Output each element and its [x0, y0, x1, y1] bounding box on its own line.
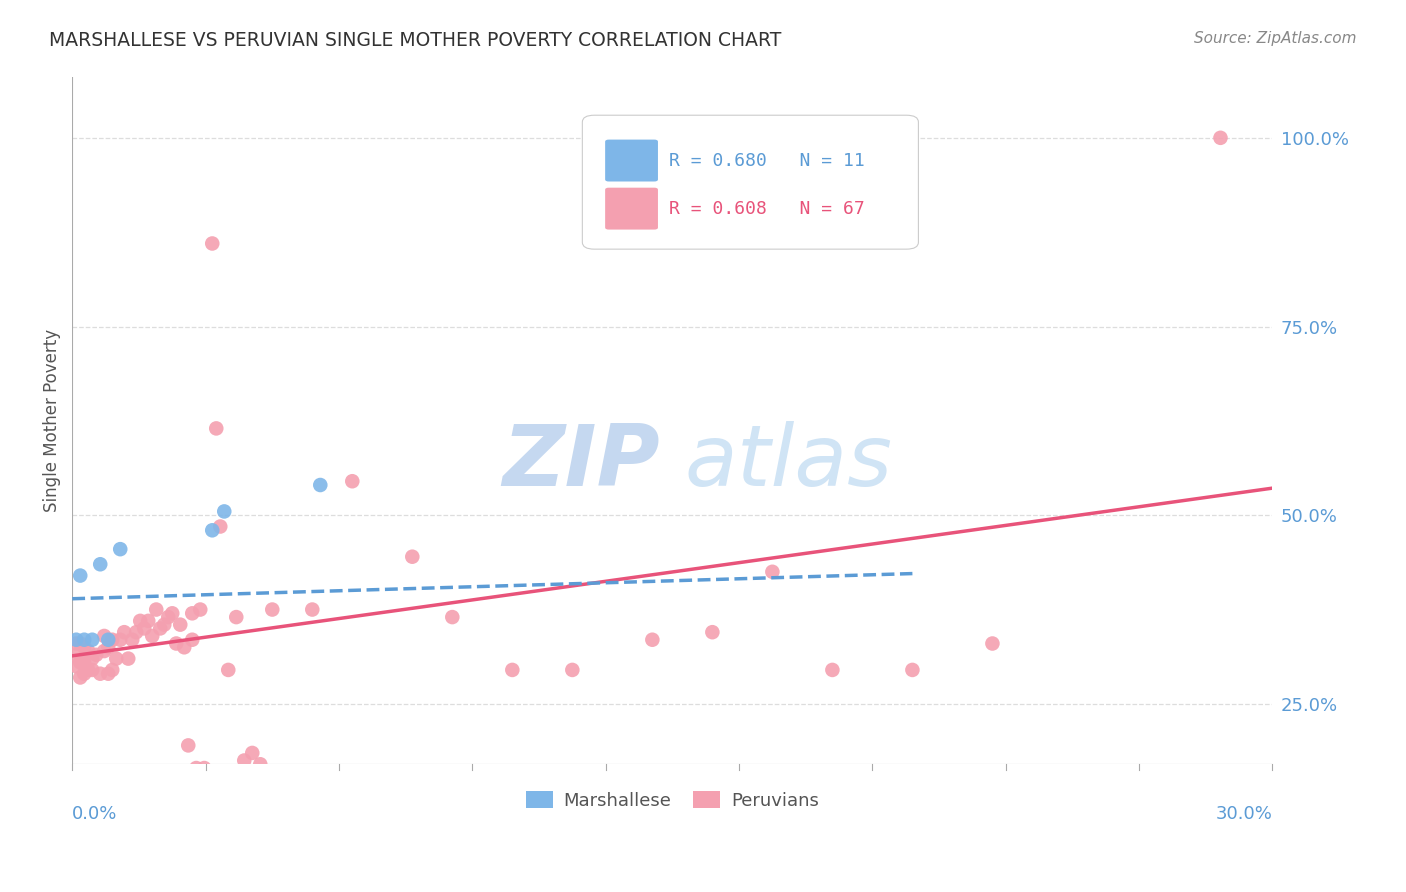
Text: R = 0.680   N = 11: R = 0.680 N = 11: [669, 152, 865, 169]
Text: Source: ZipAtlas.com: Source: ZipAtlas.com: [1194, 31, 1357, 46]
Point: [89, 666, 111, 681]
Point: [262, 602, 284, 616]
Y-axis label: Single Mother Poverty: Single Mother Poverty: [44, 329, 60, 512]
Point: [117, 651, 139, 665]
Point: [145, 602, 167, 616]
Point: [193, 761, 215, 775]
Point: [73, 632, 96, 647]
Point: [153, 617, 176, 632]
Point: [821, 663, 844, 677]
Point: [136, 614, 159, 628]
Point: [173, 640, 195, 655]
Point: [65, 659, 87, 673]
Point: [97, 632, 120, 647]
Point: [141, 629, 163, 643]
Point: [169, 617, 191, 632]
Point: [77, 644, 100, 658]
Point: [69, 670, 91, 684]
Point: [188, 602, 211, 616]
Point: [93, 644, 115, 658]
Point: [82, 663, 104, 677]
Point: [65, 636, 87, 650]
Text: R = 0.608   N = 67: R = 0.608 N = 67: [669, 200, 865, 218]
Point: [125, 625, 148, 640]
FancyBboxPatch shape: [605, 140, 658, 181]
Point: [110, 542, 132, 557]
Point: [65, 648, 87, 662]
Point: [82, 632, 104, 647]
Point: [89, 558, 111, 572]
Point: [93, 629, 115, 643]
Point: [77, 663, 100, 677]
Point: [240, 746, 263, 760]
Text: 0.0%: 0.0%: [72, 805, 118, 823]
Point: [1209, 131, 1232, 145]
Text: atlas: atlas: [685, 420, 893, 504]
Point: [65, 632, 87, 647]
Point: [165, 636, 187, 650]
Point: [702, 625, 724, 640]
Point: [112, 625, 135, 640]
Point: [177, 739, 200, 753]
Point: [309, 478, 332, 492]
Point: [217, 663, 239, 677]
Point: [233, 754, 256, 768]
Point: [981, 636, 1004, 650]
FancyBboxPatch shape: [605, 187, 658, 229]
FancyBboxPatch shape: [582, 115, 918, 249]
Point: [209, 519, 232, 533]
Point: [121, 632, 143, 647]
Point: [84, 648, 107, 662]
Point: [342, 475, 364, 489]
Point: [641, 632, 664, 647]
Point: [101, 632, 124, 647]
Point: [441, 610, 464, 624]
Point: [69, 636, 91, 650]
Point: [69, 656, 91, 670]
Point: [82, 651, 104, 665]
Legend: Marshallese, Peruvians: Marshallese, Peruvians: [519, 784, 827, 817]
Point: [101, 663, 124, 677]
Text: 30.0%: 30.0%: [1216, 805, 1272, 823]
Point: [162, 607, 184, 621]
Point: [186, 761, 208, 775]
Point: [110, 632, 132, 647]
Point: [73, 666, 96, 681]
Point: [205, 421, 228, 435]
Point: [761, 565, 783, 579]
Point: [129, 614, 152, 628]
Text: MARSHALLESE VS PERUVIAN SINGLE MOTHER POVERTY CORRELATION CHART: MARSHALLESE VS PERUVIAN SINGLE MOTHER PO…: [49, 31, 782, 50]
Point: [73, 640, 96, 655]
Point: [501, 663, 523, 677]
Point: [69, 568, 91, 582]
Point: [201, 524, 224, 538]
Point: [149, 621, 172, 635]
Point: [561, 663, 583, 677]
Point: [97, 640, 120, 655]
Point: [225, 610, 247, 624]
Point: [401, 549, 423, 564]
Point: [157, 610, 180, 624]
Point: [201, 236, 224, 251]
Point: [301, 602, 323, 616]
Point: [73, 656, 96, 670]
Point: [181, 607, 204, 621]
Point: [97, 666, 120, 681]
Point: [134, 621, 156, 635]
Text: ZIP: ZIP: [503, 420, 661, 504]
Point: [249, 757, 271, 772]
Point: [314, 776, 336, 790]
Point: [901, 663, 924, 677]
Point: [214, 504, 236, 518]
Point: [105, 651, 128, 665]
Point: [181, 632, 204, 647]
